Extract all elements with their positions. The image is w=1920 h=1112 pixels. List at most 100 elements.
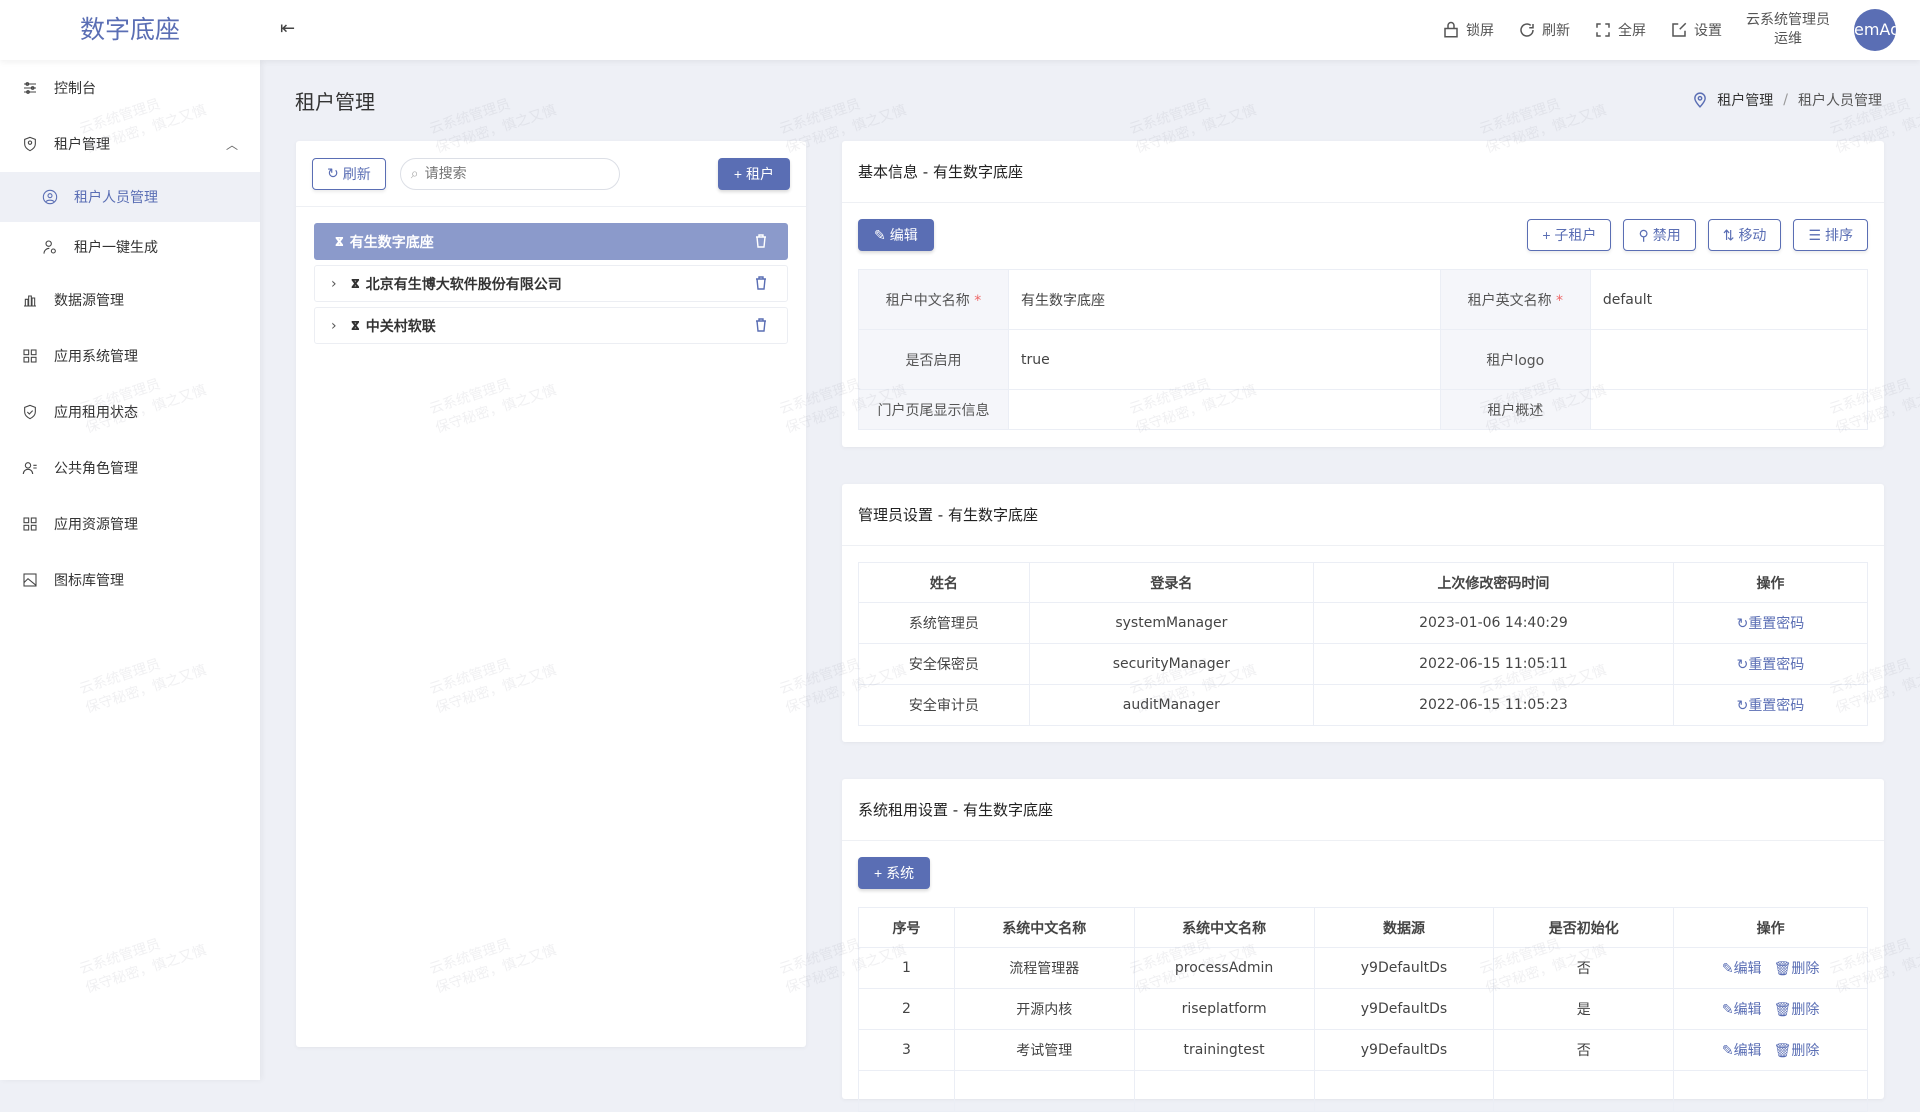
- add-subtenant-button[interactable]: + 子租户: [1527, 219, 1612, 251]
- table-cell: trainingtest: [1133, 1029, 1315, 1071]
- edit-link[interactable]: ✎编辑: [1721, 961, 1762, 977]
- chevron-up-icon[interactable]: ︿: [225, 137, 238, 152]
- fullscreen-icon: [1596, 23, 1610, 37]
- lock-screen-button[interactable]: 锁屏: [1442, 20, 1494, 40]
- delete-icon[interactable]: [755, 234, 767, 248]
- table-row: 3 考试管理 trainingtest y9DefaultDs 否 ✎编辑 🗑删除: [858, 1029, 1868, 1071]
- column-header: 姓名: [858, 562, 1030, 603]
- edit-icon: ✎: [874, 226, 886, 243]
- refresh-icon: ↻: [327, 165, 339, 181]
- users-icon: [22, 462, 37, 475]
- grid-icon: [23, 517, 37, 531]
- chevron-right-icon[interactable]: ›: [331, 275, 337, 292]
- edit-link[interactable]: ✎编辑: [1721, 1002, 1762, 1018]
- sidebar-item-label: 数据源管理: [54, 293, 124, 309]
- table-cell: 2022-06-15 11:05:23: [1313, 684, 1674, 726]
- tool-label: 锁屏: [1466, 23, 1494, 39]
- refresh-button[interactable]: 刷新: [1518, 20, 1570, 40]
- sidebar-item[interactable]: 应用资源管理: [0, 496, 260, 552]
- settings-button[interactable]: 设置: [1670, 20, 1722, 40]
- users-icon: ⴵ: [351, 318, 360, 333]
- column-header: 操作: [1672, 562, 1869, 603]
- table-row: 系统管理员 systemManager 2023-01-06 14:40:29 ↻重置…: [858, 602, 1869, 644]
- edit-icon: ✎: [1721, 1043, 1734, 1059]
- tree-node[interactable]: ⴵ 有生数字底座: [314, 223, 788, 260]
- move-button[interactable]: ⇅ 移动: [1707, 219, 1782, 251]
- fullscreen-button[interactable]: 全屏: [1594, 20, 1646, 40]
- collapse-menu-icon[interactable]: ⇤: [280, 18, 296, 39]
- refresh-tree-button[interactable]: ↻ 刷新: [312, 157, 386, 190]
- reset-password-link[interactable]: ↻重置密码: [1736, 698, 1805, 714]
- avatar[interactable]: emAd: [1854, 9, 1896, 51]
- sidebar: 控制台 租户管理 ︿ 租户人员管理 租户一键生成数据源管理应用系统管理应用租用状态公共角…: [0, 60, 260, 1080]
- user-gear-icon: [43, 240, 56, 254]
- add-system-button[interactable]: + 系统: [858, 857, 931, 889]
- user-icon: ⚲: [1638, 226, 1649, 243]
- button-label: 禁用: [1652, 227, 1681, 243]
- tree-node[interactable]: › ⴵ 中关村软联: [314, 307, 788, 344]
- sidebar-item[interactable]: 图标库管理: [0, 552, 260, 608]
- sort-button[interactable]: ☰ 排序: [1793, 219, 1868, 251]
- chevron-right-icon[interactable]: ›: [331, 317, 337, 334]
- card-title: 管理员设置 - 有生数字底座: [842, 484, 1884, 546]
- delete-icon: 🗑: [1773, 961, 1792, 977]
- tree-node-label: 中关村软联: [365, 318, 436, 335]
- sidebar-item-label: 公共角色管理: [54, 461, 138, 477]
- sidebar-item-label: 应用系统管理: [54, 349, 138, 365]
- refresh-icon: [1520, 23, 1534, 37]
- admin-settings-card: 管理员设置 - 有生数字底座 姓名 登录名 上次修改密码时间 操作 系统管理员 syste…: [842, 484, 1884, 742]
- refresh-icon: ↻: [1736, 657, 1749, 673]
- search-input[interactable]: [424, 165, 595, 182]
- disable-button[interactable]: ⚲ 禁用: [1623, 219, 1696, 251]
- system-rental-card: 系统租用设置 - 有生数字底座 + 系统 序号 系统中文名称 系统中文名称 数据源 是否…: [842, 779, 1884, 1112]
- column-header: 数据源: [1313, 907, 1495, 948]
- sidebar-item[interactable]: 租户人员管理: [0, 172, 260, 222]
- table-cell: systemManager: [1028, 602, 1315, 644]
- page-title: 租户管理: [295, 90, 375, 114]
- sidebar-item[interactable]: 应用系统管理: [0, 328, 260, 384]
- tree-node-label: 北京有生博大软件股份有限公司: [365, 276, 562, 293]
- tool-label: 全屏: [1618, 23, 1646, 39]
- delete-icon[interactable]: [755, 318, 767, 332]
- sliders-icon: [24, 82, 36, 94]
- lock-icon: [1444, 21, 1458, 38]
- field-label: 租户英文名称 *: [1439, 269, 1591, 330]
- column-header: 序号: [858, 907, 955, 948]
- edit-square-icon: [1672, 22, 1687, 37]
- delete-icon[interactable]: [755, 276, 767, 290]
- sidebar-item[interactable]: 应用租用状态: [0, 384, 260, 440]
- delete-link[interactable]: 🗑删除: [1773, 961, 1820, 977]
- user-info[interactable]: 云系统管理员 运维: [1746, 11, 1830, 49]
- column-header: 是否初始化: [1493, 907, 1675, 948]
- button-label: 排序: [1825, 227, 1853, 243]
- table-cell: y9DefaultDs: [1313, 988, 1495, 1030]
- sidebar-item[interactable]: 租户一键生成: [0, 222, 260, 272]
- breadcrumb-item[interactable]: 租户管理: [1717, 93, 1774, 109]
- table-cell: 3: [858, 1029, 955, 1071]
- button-label: 移动: [1738, 227, 1767, 243]
- table-cell: 2022-06-15 11:05:11: [1313, 643, 1674, 685]
- sidebar-item[interactable]: 数据源管理: [0, 272, 260, 328]
- column-header: 操作: [1673, 907, 1868, 948]
- shield-user-icon: [24, 136, 36, 152]
- top-header: 数字底座 ⇤ 锁屏 刷新 全屏 设置 云系统管理员 运维 emAd: [0, 0, 1920, 60]
- grid-icon: [23, 349, 37, 363]
- edit-button[interactable]: ✎ 编辑: [858, 219, 934, 251]
- tree-node[interactable]: › ⴵ 北京有生博大软件股份有限公司: [314, 265, 788, 302]
- table-cell: 安全保密员: [858, 643, 1030, 685]
- delete-link[interactable]: 🗑删除: [1773, 1043, 1820, 1059]
- delete-link[interactable]: 🗑删除: [1773, 1002, 1820, 1018]
- field-value: [1589, 329, 1869, 390]
- table-cell: y9DefaultDs: [1313, 1029, 1495, 1071]
- add-tenant-button[interactable]: + 租户: [717, 157, 790, 190]
- edit-link[interactable]: ✎编辑: [1721, 1043, 1762, 1059]
- sidebar-item[interactable]: 租户管理 ︿: [0, 116, 260, 172]
- table-cell: 开源内核: [953, 988, 1135, 1030]
- field-label: 门户页尾显示信息: [858, 389, 1009, 430]
- info-row: 租户中文名称 * 有生数字底座 租户英文名称 * default: [858, 269, 1869, 330]
- sidebar-item[interactable]: 公共角色管理: [0, 440, 260, 496]
- user-name: 云系统管理员: [1746, 12, 1830, 28]
- reset-password-link[interactable]: ↻重置密码: [1736, 657, 1805, 673]
- sidebar-item[interactable]: 控制台: [0, 60, 260, 116]
- reset-password-link[interactable]: ↻重置密码: [1736, 616, 1805, 632]
